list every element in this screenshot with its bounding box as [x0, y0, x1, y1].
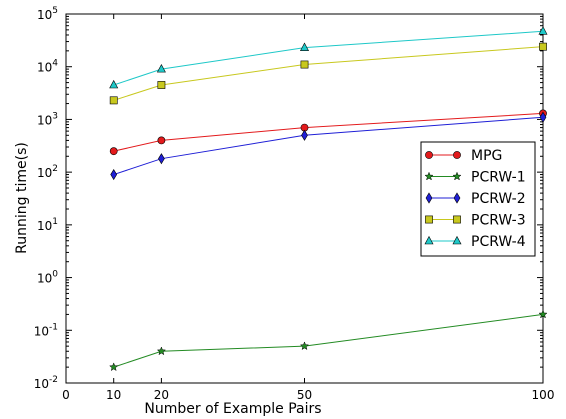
legend-marker	[453, 151, 461, 159]
data-point	[157, 81, 166, 89]
y-tick-label: 10-1	[34, 322, 58, 338]
y-tick-exponent: 4	[52, 59, 58, 69]
legend-marker	[425, 151, 433, 159]
data-point	[538, 309, 548, 319]
series-line	[113, 112, 544, 152]
data-point	[539, 111, 547, 123]
x-tick-label: 0	[62, 388, 70, 402]
legend: MPG PCRW-1 PCRW-2 PCRW-3 PCRW-4	[420, 141, 536, 257]
x-tick-label: 50	[297, 388, 312, 402]
y-tick-base: 10	[37, 272, 52, 286]
series-layer	[109, 26, 548, 372]
y-tick-exponent: -2	[49, 375, 58, 385]
series-pcrw-3	[109, 42, 547, 105]
x-axis: 0 10 20 50 100	[62, 14, 554, 402]
legend-entry: PCRW-4	[424, 234, 526, 250]
y-tick-base: 10	[37, 8, 52, 22]
data-point	[158, 153, 165, 165]
legend-box	[420, 141, 536, 257]
data-point	[299, 341, 310, 351]
y-tick-exponent: 2	[52, 164, 58, 174]
y-tick-label: 105	[37, 6, 58, 22]
series-pcrw-2	[110, 111, 547, 181]
y-tick-exponent: 5	[52, 6, 58, 16]
legend-entry: PCRW-3	[425, 213, 526, 229]
x-tick-label: 10	[106, 388, 121, 402]
y-tick-label: 103	[37, 111, 58, 127]
y-tick-base: 10	[34, 324, 49, 338]
data-point	[156, 63, 166, 73]
y-tick-exponent: 3	[52, 111, 58, 121]
x-tick-label: 100	[532, 388, 555, 402]
y-axis-label: Running time(s)	[14, 142, 30, 254]
legend-entry: PCRW-2	[425, 191, 526, 207]
y-tick-label: 102	[37, 164, 58, 180]
legend-marker	[425, 192, 433, 204]
data-point	[539, 42, 547, 51]
series-line	[113, 46, 544, 101]
data-point	[109, 147, 118, 156]
legend-entry: MPG	[425, 148, 502, 164]
data-point	[109, 96, 118, 105]
legend-marker	[452, 235, 462, 245]
y-tick-base: 10	[37, 61, 52, 75]
series-line	[113, 313, 544, 368]
y-tick-exponent: -1	[49, 322, 58, 332]
y-tick-label: 101	[37, 217, 58, 233]
y-tick-label: 10-2	[34, 375, 58, 391]
y-tick-base: 10	[37, 166, 52, 180]
legend-label: PCRW-2	[471, 191, 526, 207]
data-point	[109, 79, 119, 89]
legend-marker	[425, 215, 433, 224]
legend-marker	[452, 171, 462, 181]
y-tick-base: 10	[34, 377, 49, 391]
legend-label: PCRW-1	[471, 170, 526, 186]
data-point	[300, 42, 309, 51]
legend-label: MPG	[471, 148, 502, 164]
data-point	[301, 129, 308, 141]
legend-marker	[453, 215, 461, 224]
x-tick-label: 20	[154, 388, 169, 402]
series-line	[113, 116, 544, 176]
legend-marker	[453, 192, 461, 204]
y-tick-base: 10	[37, 113, 52, 127]
data-point	[300, 60, 309, 69]
y-tick-label: 100	[37, 270, 58, 286]
data-point	[110, 168, 118, 181]
y-tick-exponent: 1	[52, 217, 58, 227]
data-point	[109, 362, 119, 372]
y-tick-exponent: 0	[52, 270, 58, 280]
series-pcrw-4	[109, 26, 548, 89]
legend-entry: PCRW-1	[424, 170, 526, 186]
legend-marker	[424, 171, 434, 181]
data-point	[156, 346, 167, 356]
x-axis-label: Number of Example Pairs	[144, 401, 321, 417]
legend-label: PCRW-3	[471, 213, 526, 229]
y-tick-base: 10	[37, 219, 52, 233]
series-line	[113, 30, 544, 86]
legend-marker	[424, 235, 434, 245]
series-pcrw-1	[109, 309, 548, 372]
data-point	[538, 26, 548, 35]
y-tick-label: 104	[37, 59, 58, 75]
data-point	[157, 136, 166, 145]
legend-label: PCRW-4	[471, 234, 526, 250]
